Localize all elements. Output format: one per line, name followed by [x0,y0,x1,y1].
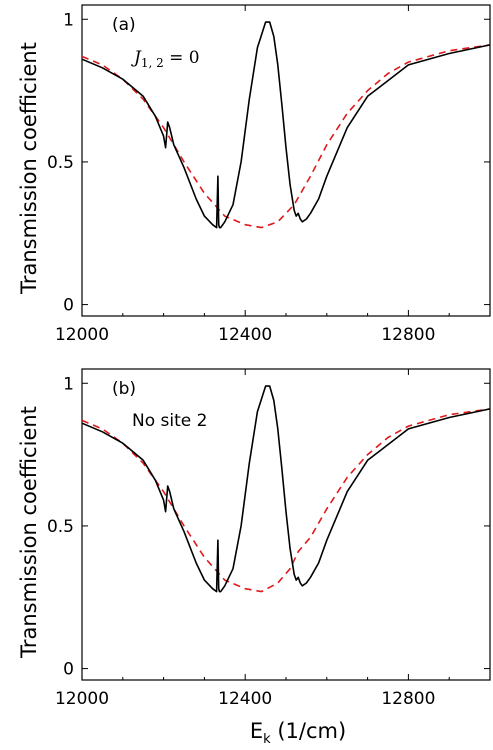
panel-b-ytick-label: 1 [63,374,74,394]
panel-a-xtick-label: 12400 [218,325,272,345]
panel-a-ytick-label: 0 [63,296,74,316]
panel-b-series-dashed-line [81,408,491,593]
panel-a-xtick-label: 12800 [381,325,435,345]
xlabel: Ek (1/cm) [250,719,346,747]
panel-a-group: 12000 12400 12800 0 0.5 1 (a) J1, 2 = 0 [47,4,491,345]
panel-a-annotation: J1, 2 = 0 [131,48,200,70]
panel-a-xtick-label: 12000 [55,325,109,345]
panel-a-series-solid-line [81,21,491,229]
xlabel-unit: (1/cm) [271,719,347,743]
panel-b-label: (b) [112,379,136,399]
panel-b-xtick-label: 12400 [218,689,272,709]
panel-a-label: (a) [112,15,136,35]
ylabel-bottom: Transmission coefficient [17,406,41,659]
ylabel-top: Transmission coefficient [17,42,41,295]
panel-a-frame [81,4,491,317]
xlabel-main: E [250,719,263,743]
panel-a-series-dashed-line [81,44,491,229]
xlabel-sub: k [263,732,271,747]
panel-b-xtick-label: 12800 [381,689,435,709]
panel-b-annotation: No site 2 [132,411,207,431]
panel-a-ytick-label: 1 [63,10,74,30]
panel-b-ytick-label: 0.5 [47,517,74,537]
panel-b-xtick-label: 12000 [55,689,109,709]
panel-a-ytick-label: 0.5 [47,153,74,173]
panel-b-ytick-label: 0 [63,660,74,680]
panel-b-series-solid-line [81,385,491,593]
panel-b-group: 12000 12400 12800 0 0.5 1 (b) No site 2 [47,368,491,709]
